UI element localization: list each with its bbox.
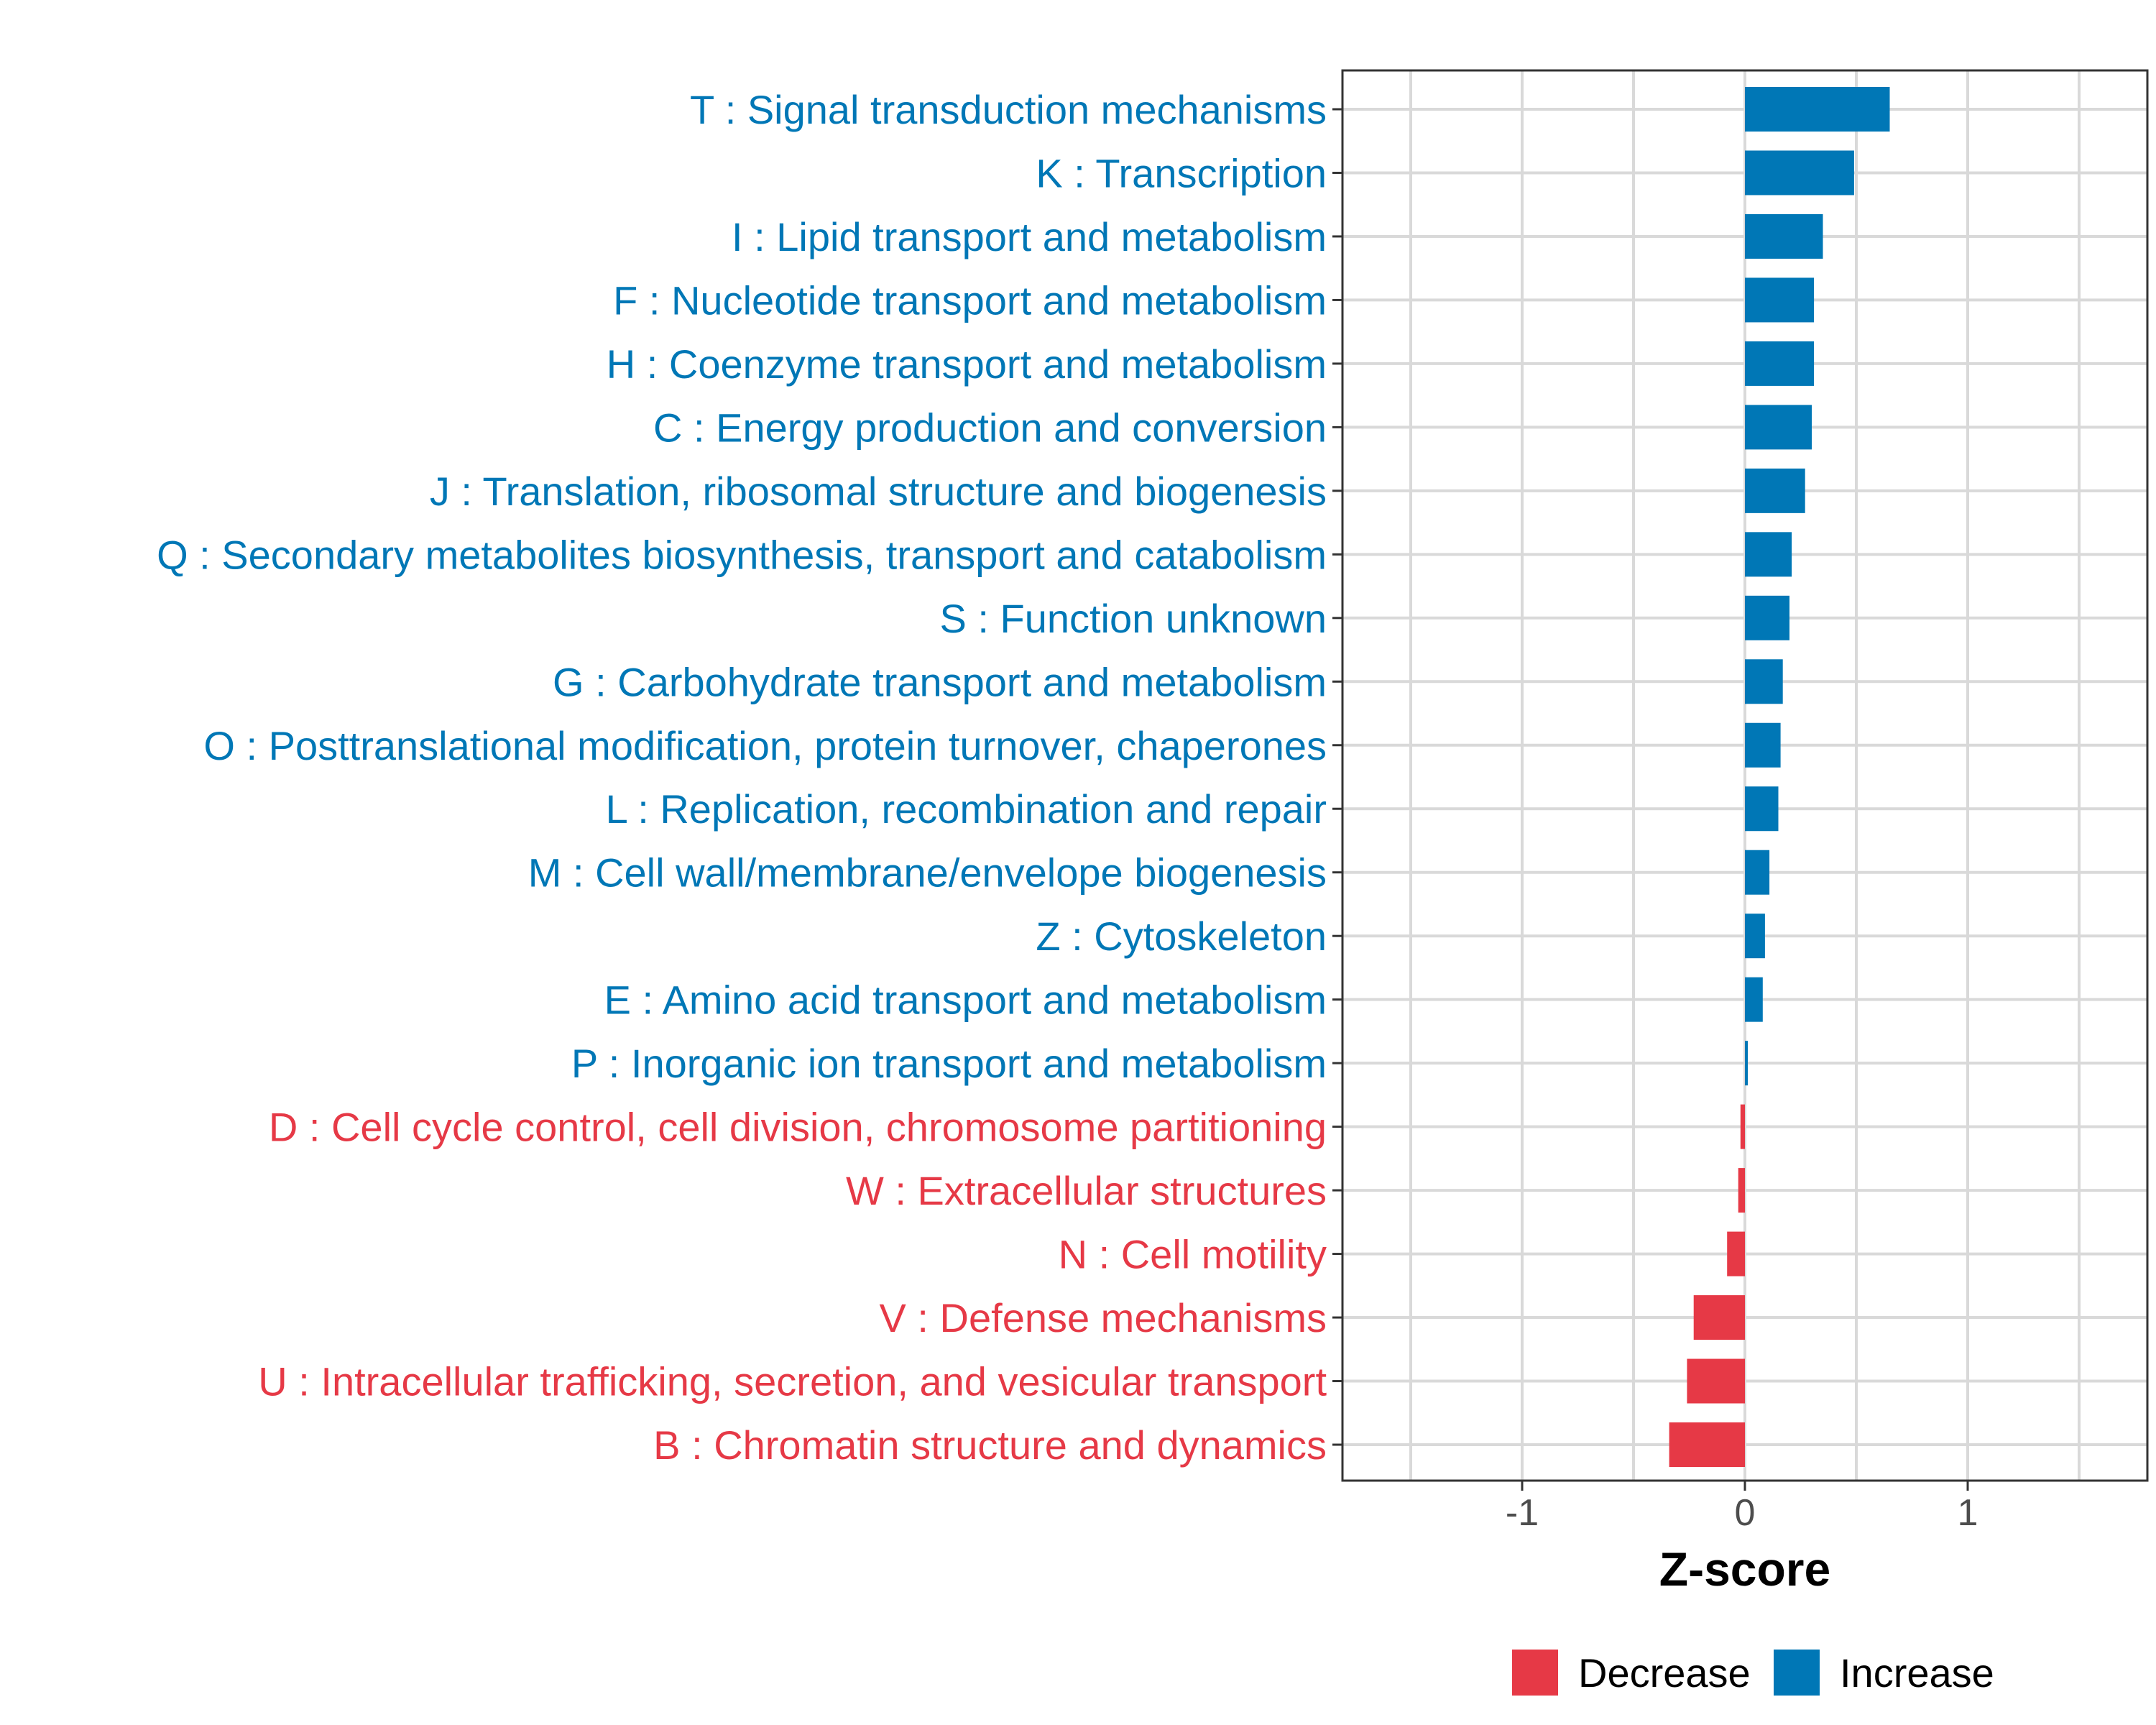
bar-n (1727, 1231, 1745, 1276)
category-label: S : Function unknown (939, 596, 1327, 641)
bar-p (1745, 1041, 1748, 1086)
bar-q (1745, 532, 1792, 577)
x-axis-title: Z-score (1659, 1542, 1830, 1596)
bar-c (1745, 405, 1812, 450)
category-label: N : Cell motility (1059, 1232, 1327, 1277)
bar-h (1745, 341, 1815, 386)
category-label: H : Coenzyme transport and metabolism (607, 341, 1327, 387)
category-label: B : Chromatin structure and dynamics (653, 1422, 1327, 1468)
legend-swatch-decrease (1512, 1650, 1558, 1696)
category-label: M : Cell wall/membrane/envelope biogenes… (528, 850, 1327, 896)
category-label: T : Signal transduction mechanisms (690, 87, 1327, 132)
x-tick-label: 0 (1735, 1492, 1756, 1534)
bar-z (1745, 914, 1765, 959)
category-label: U : Intracellular trafficking, secretion… (258, 1359, 1327, 1404)
category-label: P : Inorganic ion transport and metaboli… (571, 1041, 1327, 1086)
bar-g (1745, 659, 1783, 704)
bar-o (1745, 722, 1781, 768)
bar-e (1745, 977, 1763, 1022)
bar-u (1687, 1358, 1745, 1404)
x-tick-label: 1 (1958, 1492, 1978, 1534)
category-label: G : Carbohydrate transport and metabolis… (553, 659, 1327, 704)
bar-k (1745, 150, 1854, 196)
legend-swatch-increase (1774, 1650, 1820, 1696)
category-label: W : Extracellular structures (846, 1168, 1327, 1213)
category-label: K : Transcription (1036, 150, 1327, 196)
bar-layer (1669, 87, 1890, 1467)
bar-m (1745, 850, 1770, 895)
y-axis-ticks (1332, 108, 1342, 1446)
category-label: Q : Secondary metabolites biosynthesis, … (157, 532, 1327, 577)
legend: Decrease Increase (1512, 1650, 1994, 1696)
category-label: L : Replication, recombination and repai… (606, 786, 1327, 832)
bar-j (1745, 468, 1805, 513)
bar-f (1745, 277, 1815, 323)
category-label: I : Lipid transport and metabolism (732, 214, 1327, 259)
legend-label-decrease: Decrease (1578, 1650, 1751, 1696)
bar-w (1738, 1168, 1745, 1213)
x-tick-label: -1 (1506, 1492, 1539, 1534)
category-label: J : Translation, ribosomal structure and… (430, 469, 1327, 514)
bar-l (1745, 786, 1779, 832)
category-label: F : Nucleotide transport and metabolism (613, 277, 1327, 323)
category-label: D : Cell cycle control, cell division, c… (269, 1105, 1327, 1150)
bar-t (1745, 87, 1890, 132)
bar-d (1740, 1104, 1745, 1149)
category-label: V : Defense mechanisms (880, 1295, 1327, 1340)
category-label: Z : Cytoskeleton (1036, 914, 1327, 959)
legend-label-increase: Increase (1840, 1650, 1994, 1696)
bar-i (1745, 213, 1823, 259)
category-label: C : Energy production and conversion (653, 405, 1327, 450)
bar-s (1745, 595, 1789, 640)
x-axis-ticks: -1 0 1 (1506, 1481, 1978, 1534)
category-labels: T : Signal transduction mechanisms K : Tr… (157, 87, 1327, 1468)
category-label: E : Amino acid transport and metabolism (604, 978, 1327, 1023)
category-label: O : Posttranslational modification, prot… (203, 723, 1327, 768)
bar-b (1669, 1422, 1745, 1467)
bar-v (1693, 1295, 1745, 1340)
